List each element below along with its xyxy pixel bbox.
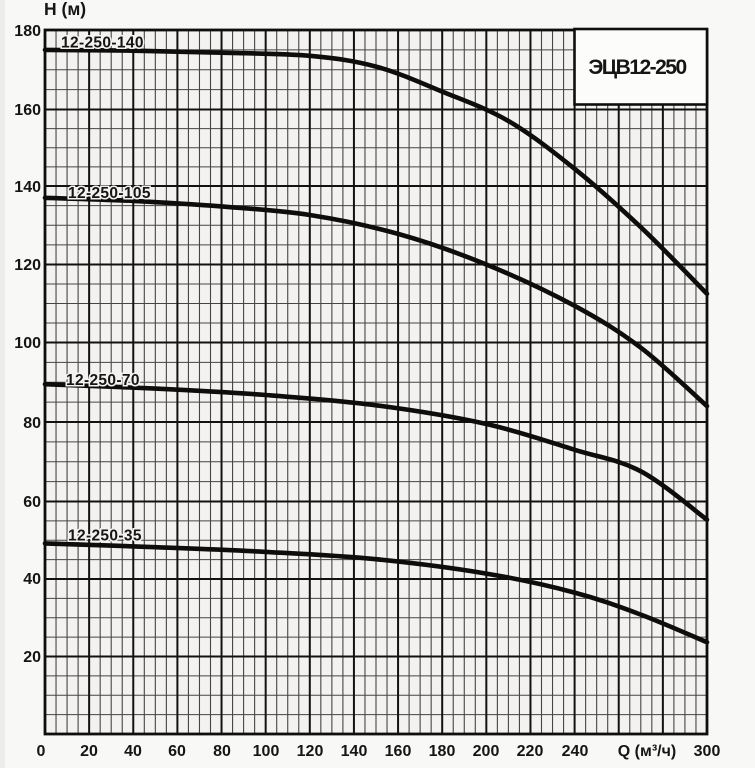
svg-text:60: 60	[23, 494, 41, 511]
svg-text:120: 120	[14, 257, 41, 274]
svg-text:0: 0	[37, 743, 46, 760]
svg-text:ЭЦВ12-250: ЭЦВ12-250	[588, 56, 686, 79]
svg-text:300: 300	[694, 743, 721, 760]
svg-text:200: 200	[473, 743, 500, 760]
svg-text:40: 40	[124, 743, 142, 760]
svg-text:240: 240	[562, 743, 589, 760]
svg-text:140: 140	[14, 179, 41, 196]
svg-text:12-250-105: 12-250-105	[68, 185, 151, 202]
svg-text:20: 20	[23, 649, 41, 666]
svg-text:H (м): H (м)	[44, 0, 86, 19]
svg-text:100: 100	[253, 743, 280, 760]
svg-text:100: 100	[14, 335, 41, 352]
svg-text:220: 220	[517, 743, 544, 760]
svg-text:12-250-35: 12-250-35	[68, 528, 142, 545]
svg-text:12-250-140: 12-250-140	[61, 35, 144, 52]
svg-text:Q (м³/ч): Q (м³/ч)	[618, 743, 676, 760]
svg-text:60: 60	[168, 743, 186, 760]
svg-text:80: 80	[23, 415, 41, 432]
svg-text:80: 80	[213, 743, 231, 760]
svg-text:180: 180	[429, 743, 456, 760]
svg-text:20: 20	[80, 743, 98, 760]
svg-text:140: 140	[341, 743, 368, 760]
svg-text:120: 120	[297, 743, 324, 760]
svg-text:40: 40	[23, 571, 41, 588]
svg-text:12-250-70: 12-250-70	[66, 372, 140, 389]
svg-text:160: 160	[14, 102, 41, 119]
svg-text:160: 160	[385, 743, 412, 760]
svg-text:180: 180	[14, 23, 41, 40]
